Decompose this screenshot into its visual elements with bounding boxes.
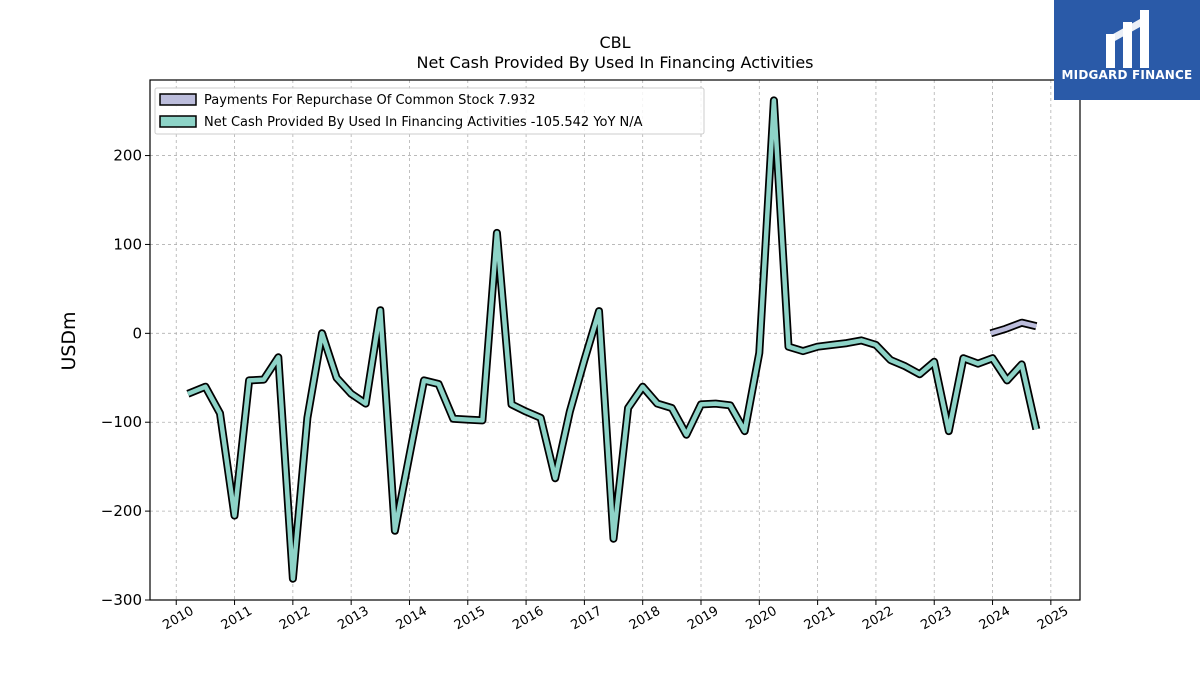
logo-text: MIDGARD FINANCE	[1061, 68, 1193, 82]
x-tick-label: 2013	[335, 604, 371, 634]
legend-label-repurchase: Payments For Repurchase Of Common Stock …	[204, 93, 535, 108]
plot-frame	[149, 79, 1081, 601]
x-tick-label: 2023	[918, 604, 954, 634]
x-tick-label: 2017	[569, 604, 605, 634]
y-tick-label: −300	[101, 591, 142, 609]
y-tick-label: 0	[132, 324, 142, 342]
legend: Payments For Repurchase Of Common Stock …	[154, 87, 705, 135]
legend-box	[154, 87, 705, 135]
series-layer	[186, 96, 1041, 583]
x-tick-label: 2011	[219, 604, 255, 634]
x-tick-label: 2020	[743, 604, 779, 634]
x-tick-label: 2016	[510, 604, 546, 634]
y-tick-label: −200	[101, 502, 142, 520]
midgard-logo-icon	[1106, 10, 1149, 68]
x-ticks: 2010 2011 2012 2013 2014 2015 2016 2017 2018 2019…	[160, 600, 1071, 633]
x-tick-label: 2010	[160, 604, 196, 634]
brand-logo: MIDGARD FINANCE	[1054, 0, 1200, 100]
y-tick-label: 200	[113, 147, 142, 165]
x-tick-label: 2024	[977, 604, 1013, 634]
x-tick-label: 2015	[452, 604, 488, 634]
series-line-1	[187, 98, 1039, 581]
x-tick-label: 2025	[1035, 604, 1071, 634]
y-axis-label: USDm	[58, 311, 80, 370]
chart-title-line2: Net Cash Provided By Used In Financing A…	[416, 53, 813, 72]
legend-swatch-repurchase	[159, 93, 197, 106]
x-tick-label: 2021	[802, 604, 838, 634]
legend-label-financing: Net Cash Provided By Used In Financing A…	[204, 115, 643, 130]
legend-swatch-financing	[159, 115, 197, 128]
grid	[150, 80, 1080, 601]
x-tick-label: 2019	[685, 604, 721, 634]
x-tick-label: 2014	[394, 604, 430, 634]
chart-title-line1: CBL	[599, 33, 630, 52]
y-tick-label: 100	[113, 235, 142, 253]
x-tick-label: 2018	[627, 604, 663, 634]
x-tick-label: 2012	[277, 604, 313, 634]
y-ticks: −300 −200 −100 0 100 200	[101, 147, 150, 609]
y-tick-label: −100	[101, 413, 142, 431]
series-line-0	[990, 320, 1037, 336]
x-tick-label: 2022	[860, 604, 896, 634]
